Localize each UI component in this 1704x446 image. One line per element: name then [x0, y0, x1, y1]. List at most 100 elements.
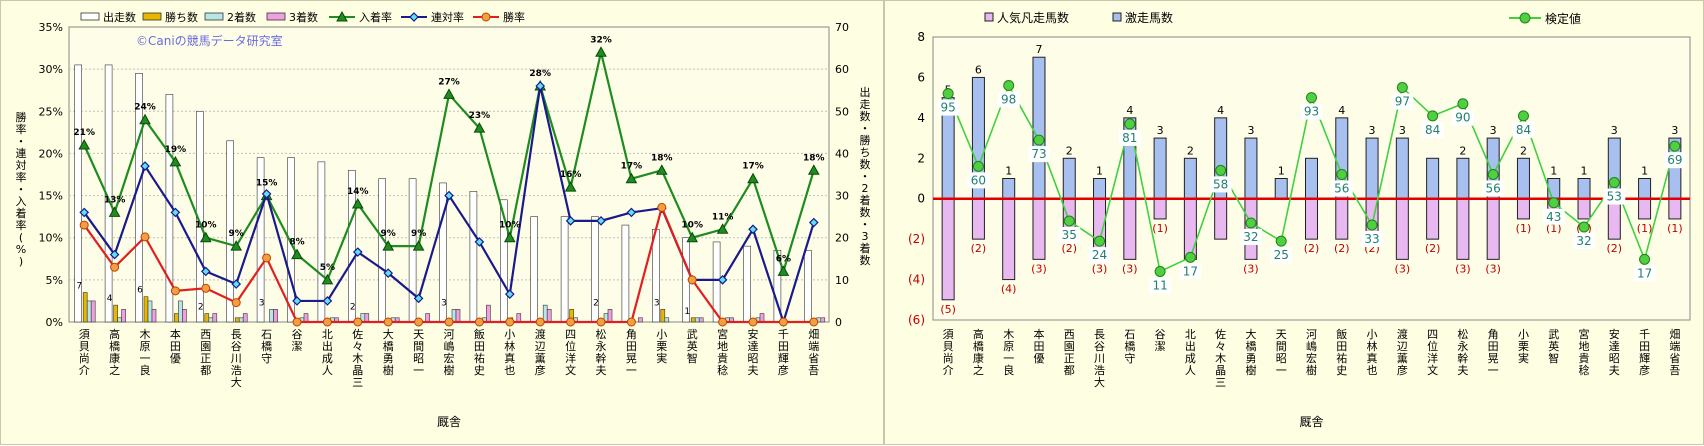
legend-label: 入着率	[359, 10, 392, 24]
line-point-3	[444, 317, 454, 327]
legend-swatch	[204, 12, 224, 21]
bar-1	[560, 216, 569, 323]
x-tick-label-char: 川	[1094, 352, 1105, 365]
x-tick-label-char: 晶	[1215, 364, 1226, 377]
x-tick-label-char: 英	[1548, 339, 1559, 353]
bar-positive-label: 3	[1611, 124, 1618, 137]
x-tick-label-char: 高	[109, 327, 120, 341]
value-label-box	[1482, 180, 1505, 197]
line-point-3	[170, 286, 180, 296]
bar-negative	[1032, 198, 1046, 260]
bar-4	[151, 309, 157, 323]
bar-4	[242, 313, 248, 323]
value-label-box	[1300, 103, 1323, 120]
value-label: 24	[1092, 248, 1107, 262]
bar-negative	[1305, 198, 1318, 240]
bar-positive	[1395, 137, 1409, 200]
x-tick-label-char: 晶	[352, 364, 363, 377]
x-tick-label-char: 昭	[748, 352, 759, 365]
y-tick-label: (6)	[908, 313, 925, 327]
y-right-axis-label-char: ・	[860, 122, 871, 135]
value-label-box	[1391, 93, 1414, 110]
legend-marker	[481, 12, 491, 22]
value-label-box	[1330, 180, 1353, 197]
x-tick-label-char: 安	[748, 327, 759, 341]
x-tick-label-char: 端	[808, 340, 819, 353]
x-tick-label-char: 橋	[1245, 339, 1256, 353]
value-label: 53	[1607, 190, 1622, 204]
line-point-3	[657, 202, 667, 212]
x-tick-label-char: 浩	[1094, 364, 1105, 377]
x-tick-label-char: 四	[565, 328, 576, 341]
line-point-1	[747, 172, 759, 184]
bar-negative-label: (5)	[940, 303, 956, 316]
bar-negative	[1577, 198, 1591, 220]
bar-positive	[1153, 137, 1167, 200]
line-point-1	[777, 265, 790, 276]
bar-negative	[1426, 198, 1440, 240]
x-tick-label-char: 守	[261, 351, 272, 365]
x-tick-label-char: 一	[1488, 364, 1499, 377]
x-tick-label-char: 英	[687, 339, 698, 353]
x-tick-label-char: 良	[1003, 363, 1014, 377]
value-label-box	[1603, 188, 1626, 205]
x-tick-label-char: 林	[1367, 339, 1378, 353]
line-point	[1578, 221, 1590, 233]
legend-label: 激走馬数	[1125, 10, 1173, 25]
bar-1	[469, 191, 478, 323]
x-tick-label-char: 康	[973, 351, 984, 365]
x-tick-label-char: 晃	[1488, 352, 1499, 365]
x-tick-label-char: 田	[1336, 340, 1347, 353]
x-tick-label-char: 武	[1548, 328, 1559, 341]
x-tick-label-char: 輝	[778, 352, 789, 365]
line-point-1	[108, 206, 121, 217]
bar-positive-label: 1	[1641, 165, 1648, 178]
value-label: 69	[1667, 153, 1682, 167]
line-value-label: 32%	[590, 35, 612, 45]
x-tick-label-char: 康	[109, 351, 120, 365]
x-tick-label-char: 守	[1124, 351, 1135, 365]
line-point	[1639, 253, 1651, 265]
y-right-axis-label: 出走数・勝ち数・2着数・3着数	[860, 85, 871, 267]
x-tick-label-char: 須	[943, 328, 954, 341]
value-label: 56	[1486, 181, 1501, 195]
x-tick-label-char: 間	[413, 340, 424, 353]
bar-negative-label: (2)	[1607, 242, 1623, 255]
bar-2	[204, 313, 210, 323]
x-tick-label: 谷潔	[1155, 328, 1166, 353]
value-label: 32	[1576, 234, 1591, 248]
x-tick-label-char: 夫	[748, 364, 759, 377]
x-tick-label-char: 木	[1215, 352, 1226, 365]
x-tick-label-char: 間	[1276, 340, 1287, 353]
y-left-axis-label-char: )	[19, 255, 23, 268]
x-tick-label-char: 優	[1033, 352, 1044, 365]
line-point-1	[139, 113, 151, 125]
bar-1	[743, 245, 751, 323]
bar-negative-label: (2)	[1425, 242, 1441, 255]
x-tick-label-char: 大	[1245, 327, 1256, 341]
legend-label: 2着数	[227, 10, 256, 24]
line-point-2	[231, 279, 242, 289]
line-point-2	[717, 275, 728, 285]
bar-4	[364, 313, 370, 323]
x-tick-label-char: 木	[140, 328, 151, 341]
line-value-label: 19%	[165, 145, 187, 155]
x-tick-label-char: 園	[1064, 340, 1075, 353]
x-tick-label-char: 吾	[1669, 364, 1680, 377]
bar-3	[694, 317, 700, 323]
value-label: 90	[1455, 111, 1470, 125]
y-left-axis-label-char: ・	[16, 135, 27, 148]
x-tick-label-char: 小	[1367, 328, 1378, 341]
x-tick-label-char: 北	[322, 328, 333, 341]
x-tick-label-char: 園	[200, 340, 211, 353]
x-tick-label: 小栗実	[656, 328, 667, 365]
x-tick-label-char: 安	[1609, 327, 1620, 341]
y-left-tick-label: 35%	[39, 21, 63, 34]
